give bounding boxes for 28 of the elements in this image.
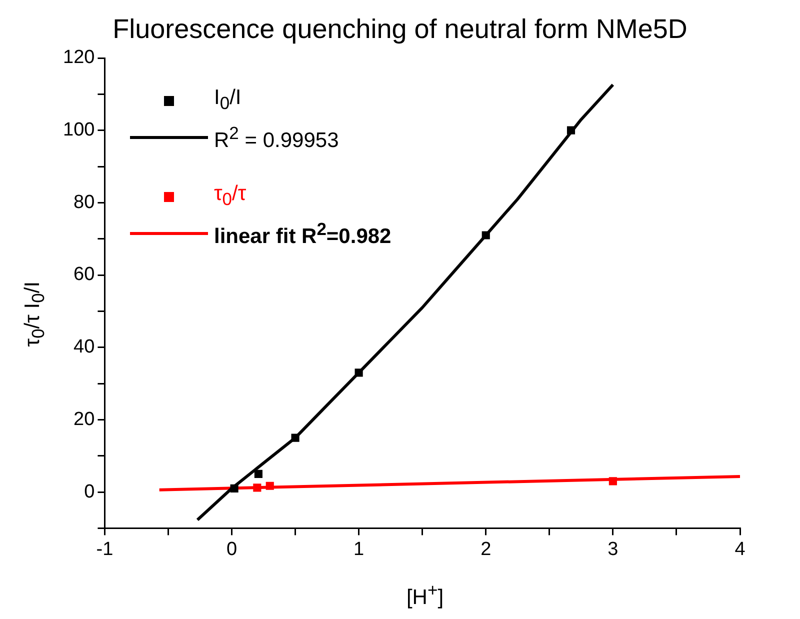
point [291, 434, 300, 442]
x-tick-label: 2 [480, 538, 492, 560]
y-tick-label: 60 [74, 264, 95, 286]
point [608, 477, 617, 486]
chart-title: Fluorescence quenching of neutral form NMe5D [112, 14, 688, 45]
x-tick-label: -1 [96, 538, 114, 560]
y-tick-label: 20 [74, 408, 95, 430]
point [266, 482, 274, 490]
x-tick-label: 4 [734, 538, 746, 560]
y-tick-label: 120 [63, 47, 95, 68]
y-tick-label: 0 [84, 481, 95, 502]
point [230, 484, 238, 492]
y-tick-label: 80 [74, 192, 95, 213]
y-tick-label: 40 [74, 336, 95, 358]
x-tick-label: 1 [354, 538, 364, 560]
y-tick-label: 100 [63, 120, 95, 141]
legend-label: linear fit R$^{2}$=0.982 [214, 218, 392, 248]
point [354, 368, 363, 377]
point [253, 484, 262, 492]
x-axis-title: [H$^{+}$] [405, 580, 445, 610]
x-tick-label: 0 [226, 538, 238, 560]
point [254, 470, 262, 478]
point [566, 126, 576, 134]
legend-label: τ$_{0}$/τ [214, 182, 246, 211]
x-tick-label: 3 [608, 538, 618, 560]
legend-label: R$^{2}$ = 0.99953 [214, 122, 339, 152]
legend-label: I$_{0}$/I [214, 86, 242, 115]
point [482, 231, 490, 240]
